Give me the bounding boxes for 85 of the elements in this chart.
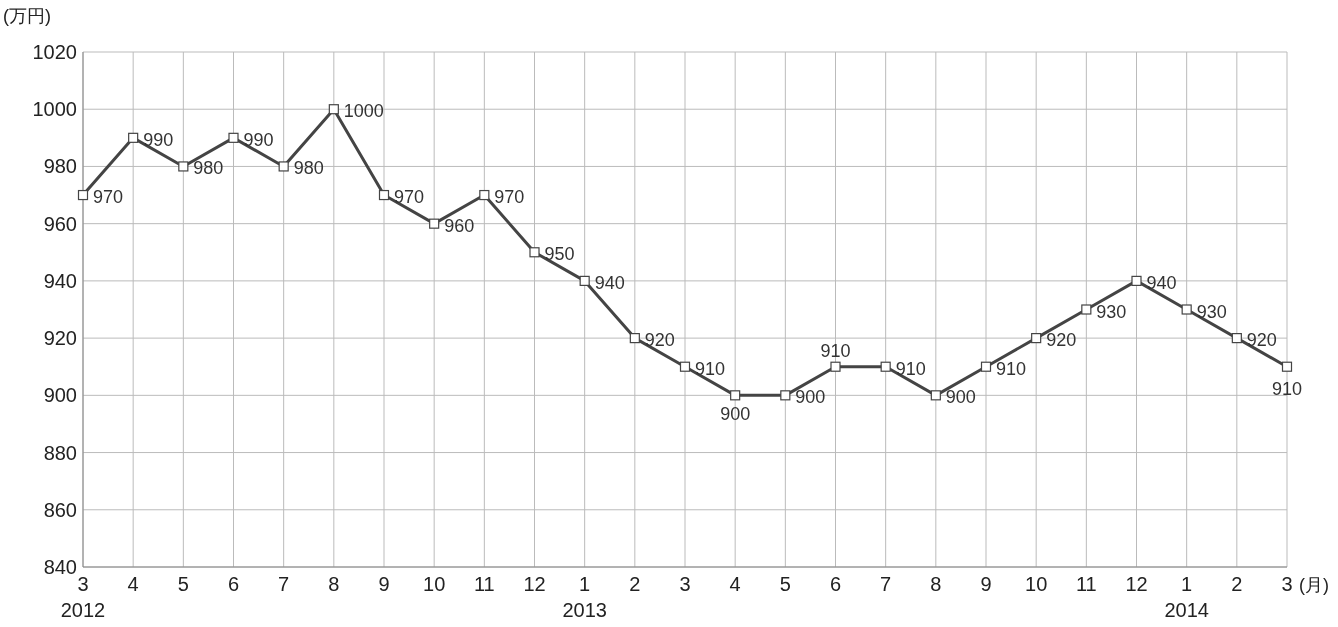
data-label: 980: [293, 158, 324, 179]
point: [479, 189, 490, 201]
x-tick-label: 12: [523, 573, 546, 595]
x-tick-label: 3: [1281, 573, 1293, 595]
x-tick-label: 2: [629, 573, 641, 595]
data-label: 990: [243, 129, 274, 150]
data-label: 910: [695, 358, 726, 379]
point: [1081, 304, 1092, 315]
data-label: 970: [494, 187, 525, 208]
x-tick-label: 9: [980, 573, 992, 595]
data-label: 910: [996, 358, 1027, 379]
data-label: 940: [594, 272, 625, 293]
x-tick-label: 8: [930, 573, 942, 595]
data-label: 920: [1246, 330, 1277, 351]
x-tick-label: 5: [177, 573, 189, 595]
point: [930, 390, 941, 401]
data-label: 930: [1196, 301, 1227, 322]
x-axis-title: (月): [1299, 575, 1329, 595]
y-tick-label: 920: [43, 327, 77, 350]
point: [328, 104, 339, 115]
y-tick-label: 880: [43, 441, 77, 464]
data-label: 960: [444, 215, 475, 236]
y-tick-label: 980: [43, 155, 77, 178]
x-tick-label: 10: [1025, 573, 1048, 595]
y-tick-label: 860: [43, 498, 77, 521]
x-tick-label: 1 2013: [562, 573, 607, 621]
y-tick-label: 1020: [32, 41, 77, 63]
point: [228, 132, 239, 143]
x-tick-label: 5: [779, 573, 791, 595]
data-label: 950: [544, 244, 575, 265]
data-label: 940: [1146, 272, 1177, 293]
point: [880, 361, 891, 372]
x-tick-label: 1 2014: [1164, 573, 1209, 621]
data-label: 1000: [343, 101, 384, 122]
data-label: 980: [193, 158, 224, 179]
x-tick-label: 6: [829, 573, 842, 595]
data-label: 910: [895, 358, 926, 379]
y-tick-label: 940: [43, 269, 77, 292]
data-label: 900: [720, 404, 751, 425]
x-tick-label: 8: [328, 573, 340, 595]
point: [780, 390, 791, 401]
data-label: 970: [394, 187, 425, 208]
point: [980, 361, 992, 372]
x-tick-label: 9: [378, 573, 390, 595]
point: [77, 189, 89, 201]
data-label: 900: [795, 387, 826, 408]
x-tick-label: 11: [1075, 573, 1097, 595]
data-label: 990: [143, 129, 174, 150]
data-label: 920: [1046, 330, 1077, 351]
x-tick-label: 2: [1231, 573, 1243, 595]
point: [178, 161, 189, 172]
x-tick-label: 4: [729, 573, 741, 595]
x-tick-label: 10: [423, 573, 446, 595]
x-tick-label: 7: [278, 573, 290, 595]
point: [429, 218, 440, 229]
point: [679, 361, 691, 372]
point: [529, 247, 540, 258]
data-label: 900: [945, 387, 976, 408]
y-tick-label: 900: [43, 384, 77, 407]
x-tick-label: 4: [127, 573, 139, 595]
point: [128, 132, 139, 143]
data-label: 910: [820, 340, 851, 361]
x-tick-label: 3: [679, 573, 691, 595]
x-tick-label: 6: [227, 573, 240, 595]
data-label: 920: [644, 330, 675, 351]
point: [378, 189, 390, 201]
point: [278, 161, 289, 172]
data-label: 930: [1096, 301, 1127, 322]
y-tick-label: 960: [43, 212, 77, 235]
point: [1231, 333, 1242, 344]
x-tick-label: 12: [1125, 573, 1148, 595]
x-tick-label: 11: [473, 573, 495, 595]
point: [730, 390, 741, 401]
data-label: 910: [1271, 378, 1303, 399]
data-label: 970: [93, 187, 124, 208]
point: [629, 333, 640, 344]
point: [830, 361, 841, 372]
point: [1181, 304, 1192, 315]
y-tick-label: 1000: [32, 98, 77, 121]
point: [1281, 361, 1293, 372]
point: [1131, 275, 1142, 286]
point: [1031, 333, 1042, 344]
y-axis-title: (万円): [3, 6, 51, 26]
x-tick-label: 7: [880, 573, 892, 595]
point: [579, 275, 590, 286]
